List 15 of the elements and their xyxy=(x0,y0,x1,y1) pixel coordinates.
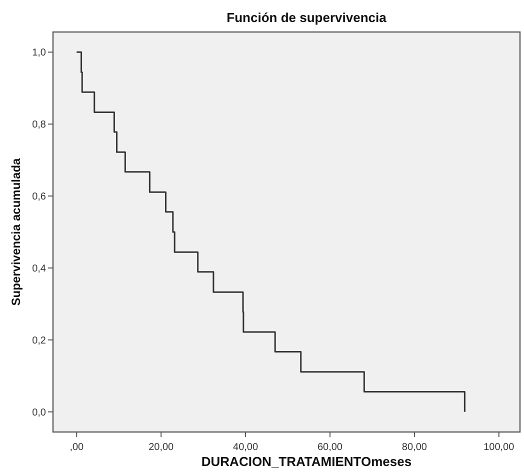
x-tick-label: 100,00 xyxy=(484,442,515,453)
x-tick-label: 80,00 xyxy=(402,442,428,453)
y-tick-label: 0,0 xyxy=(32,407,46,418)
x-tick-label: 60,00 xyxy=(317,442,343,453)
x-tick-label: 40,00 xyxy=(233,442,258,453)
chart-title: Función de supervivencia xyxy=(226,10,388,25)
y-tick-label: 0,8 xyxy=(32,120,46,131)
x-tick-label: ,00 xyxy=(70,442,84,453)
y-tick-label: 0,4 xyxy=(32,263,46,274)
y-tick-label: 0,2 xyxy=(32,335,46,346)
x-tick-label: 20,00 xyxy=(148,442,174,453)
y-axis-title: Supervivencia acumulada xyxy=(9,158,23,306)
y-tick-label: 0,6 xyxy=(32,192,46,203)
x-axis-title: DURACION_TRATAMIENTOmeses xyxy=(201,454,412,469)
y-tick-label: 1,0 xyxy=(32,48,46,59)
